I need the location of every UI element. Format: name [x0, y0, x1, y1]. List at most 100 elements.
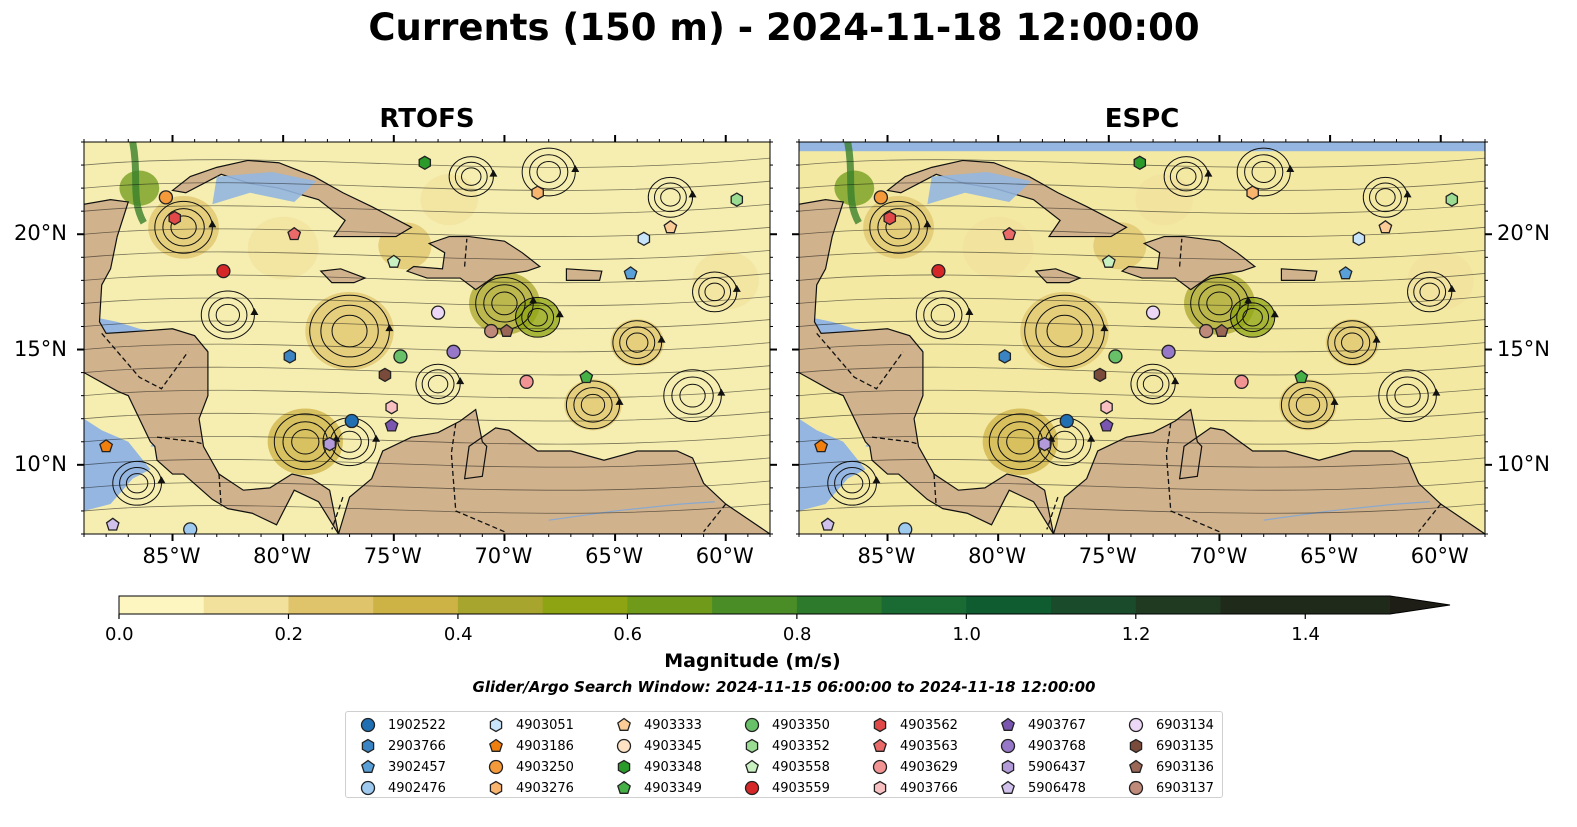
streamline-arrow: [1270, 310, 1279, 318]
y-tick-label: 20°N: [14, 221, 67, 246]
legend-entry: 3902457: [358, 758, 446, 776]
float-marker-4903350: [393, 349, 408, 364]
legend-marker: [873, 780, 887, 796]
legend-entry: 4903563: [870, 737, 958, 755]
legend-marker: [1001, 759, 1015, 775]
legend-marker: [744, 780, 760, 796]
streamline: [461, 167, 482, 186]
legend-marker: [745, 738, 759, 754]
streamline-arrow: [1204, 169, 1213, 177]
legend-entry: 4903345: [614, 737, 702, 755]
country-border: [1165, 423, 1220, 533]
streamline: [840, 473, 864, 494]
streamline: [337, 430, 362, 453]
streamline: [1198, 284, 1241, 323]
country-border: [331, 496, 344, 530]
streamline: [162, 208, 205, 247]
legend-entry: 6903137: [1126, 779, 1214, 797]
streamline: [799, 319, 1485, 330]
legend-label: 4903767: [1028, 717, 1086, 733]
map-frame: [83, 141, 771, 535]
country-border: [101, 332, 189, 390]
legend-label: 1902522: [388, 717, 446, 733]
streamline: [799, 503, 1485, 514]
x-tick-label: 75°W: [363, 544, 422, 568]
hexagon-marker-icon: [617, 759, 631, 775]
streamline-arrow: [872, 476, 881, 484]
streamline: [799, 480, 1485, 491]
float-marker-6903134: [430, 305, 446, 320]
land-jamaica: [1034, 268, 1082, 284]
float-marker-2903766: [283, 349, 297, 364]
legend-marker: [617, 717, 631, 731]
legend-marker: [1129, 759, 1143, 773]
cuba-shelf: [927, 171, 1032, 205]
legend-label: 4903333: [644, 717, 702, 733]
legend-label: 4902476: [388, 780, 446, 796]
streamline: [521, 302, 555, 333]
streamline: [799, 411, 1485, 422]
streamline: [580, 393, 606, 416]
legend-label: 4903563: [900, 738, 958, 754]
streamline-arrow: [657, 335, 666, 343]
river: [548, 501, 715, 521]
legend-label: 4903768: [1028, 738, 1086, 754]
streamline-arrow: [456, 377, 465, 385]
legend-marker: [488, 759, 504, 775]
streamline: [877, 208, 920, 247]
country-border: [703, 503, 727, 533]
streamline: [799, 226, 1485, 237]
streamline: [529, 154, 569, 190]
float-marker-4903250: [873, 190, 889, 205]
legend-label: 4903186: [516, 738, 574, 754]
colorbar-tick-label: 0.2: [274, 624, 304, 645]
streamline: [573, 387, 613, 423]
colorbar-tick-label: 1.0: [952, 624, 981, 645]
legend-label: 3902457: [388, 759, 446, 775]
legend-label: 5906437: [1028, 759, 1086, 775]
streamline: [653, 182, 687, 213]
legend-entry: 4903562: [870, 716, 958, 734]
legend-marker: [361, 759, 375, 773]
streamline: [84, 157, 770, 168]
streamline-arrow: [1100, 324, 1109, 332]
legend-label: 4903562: [900, 717, 958, 733]
float-marker-6903137: [1199, 323, 1214, 339]
pentagon-marker-icon: [745, 759, 759, 773]
circle-marker-icon: [488, 759, 504, 775]
legend-label: 4903349: [644, 780, 702, 796]
streamline: [84, 365, 770, 376]
streamline: [799, 457, 1485, 468]
streamline-arrow: [489, 169, 498, 177]
speed-patch: [863, 195, 934, 259]
pentagon-marker-icon: [873, 738, 887, 752]
circle-marker-icon: [360, 780, 376, 796]
legend-entry: 4902476: [358, 779, 446, 797]
x-tick-label: 85°W: [857, 544, 916, 568]
legend-marker: [1128, 780, 1144, 796]
legend-label: 4903766: [900, 780, 958, 796]
y-tick-label: 15°N: [14, 336, 67, 361]
float-marker-4903558: [386, 254, 401, 268]
float-marker-6903137: [484, 323, 499, 339]
x-tick-label: 60°W: [695, 544, 754, 568]
legend-label: 4903350: [772, 717, 830, 733]
y-tick-label: 15°N: [1497, 336, 1550, 361]
hexagon-marker-icon: [1001, 759, 1015, 775]
legend-label: 4903352: [772, 738, 830, 754]
map-panel-rtofs: [77, 135, 777, 541]
streamline-arrow: [1372, 335, 1381, 343]
speed-patch: [305, 291, 394, 371]
streamline: [84, 296, 770, 307]
legend-entry: 4903349: [614, 779, 702, 797]
speed-patch: [1020, 291, 1109, 371]
x-tick-label: 85°W: [142, 544, 201, 568]
hexagon-marker-icon: [489, 780, 503, 796]
streamline: [84, 319, 770, 330]
pentagon-marker-icon: [1001, 780, 1015, 794]
streamline-arrow: [1447, 284, 1456, 292]
speed-patch: [1407, 250, 1474, 310]
legend-label: 6903137: [1156, 780, 1214, 796]
streamline: [799, 434, 1485, 445]
float-marker-4903276: [1246, 185, 1259, 200]
